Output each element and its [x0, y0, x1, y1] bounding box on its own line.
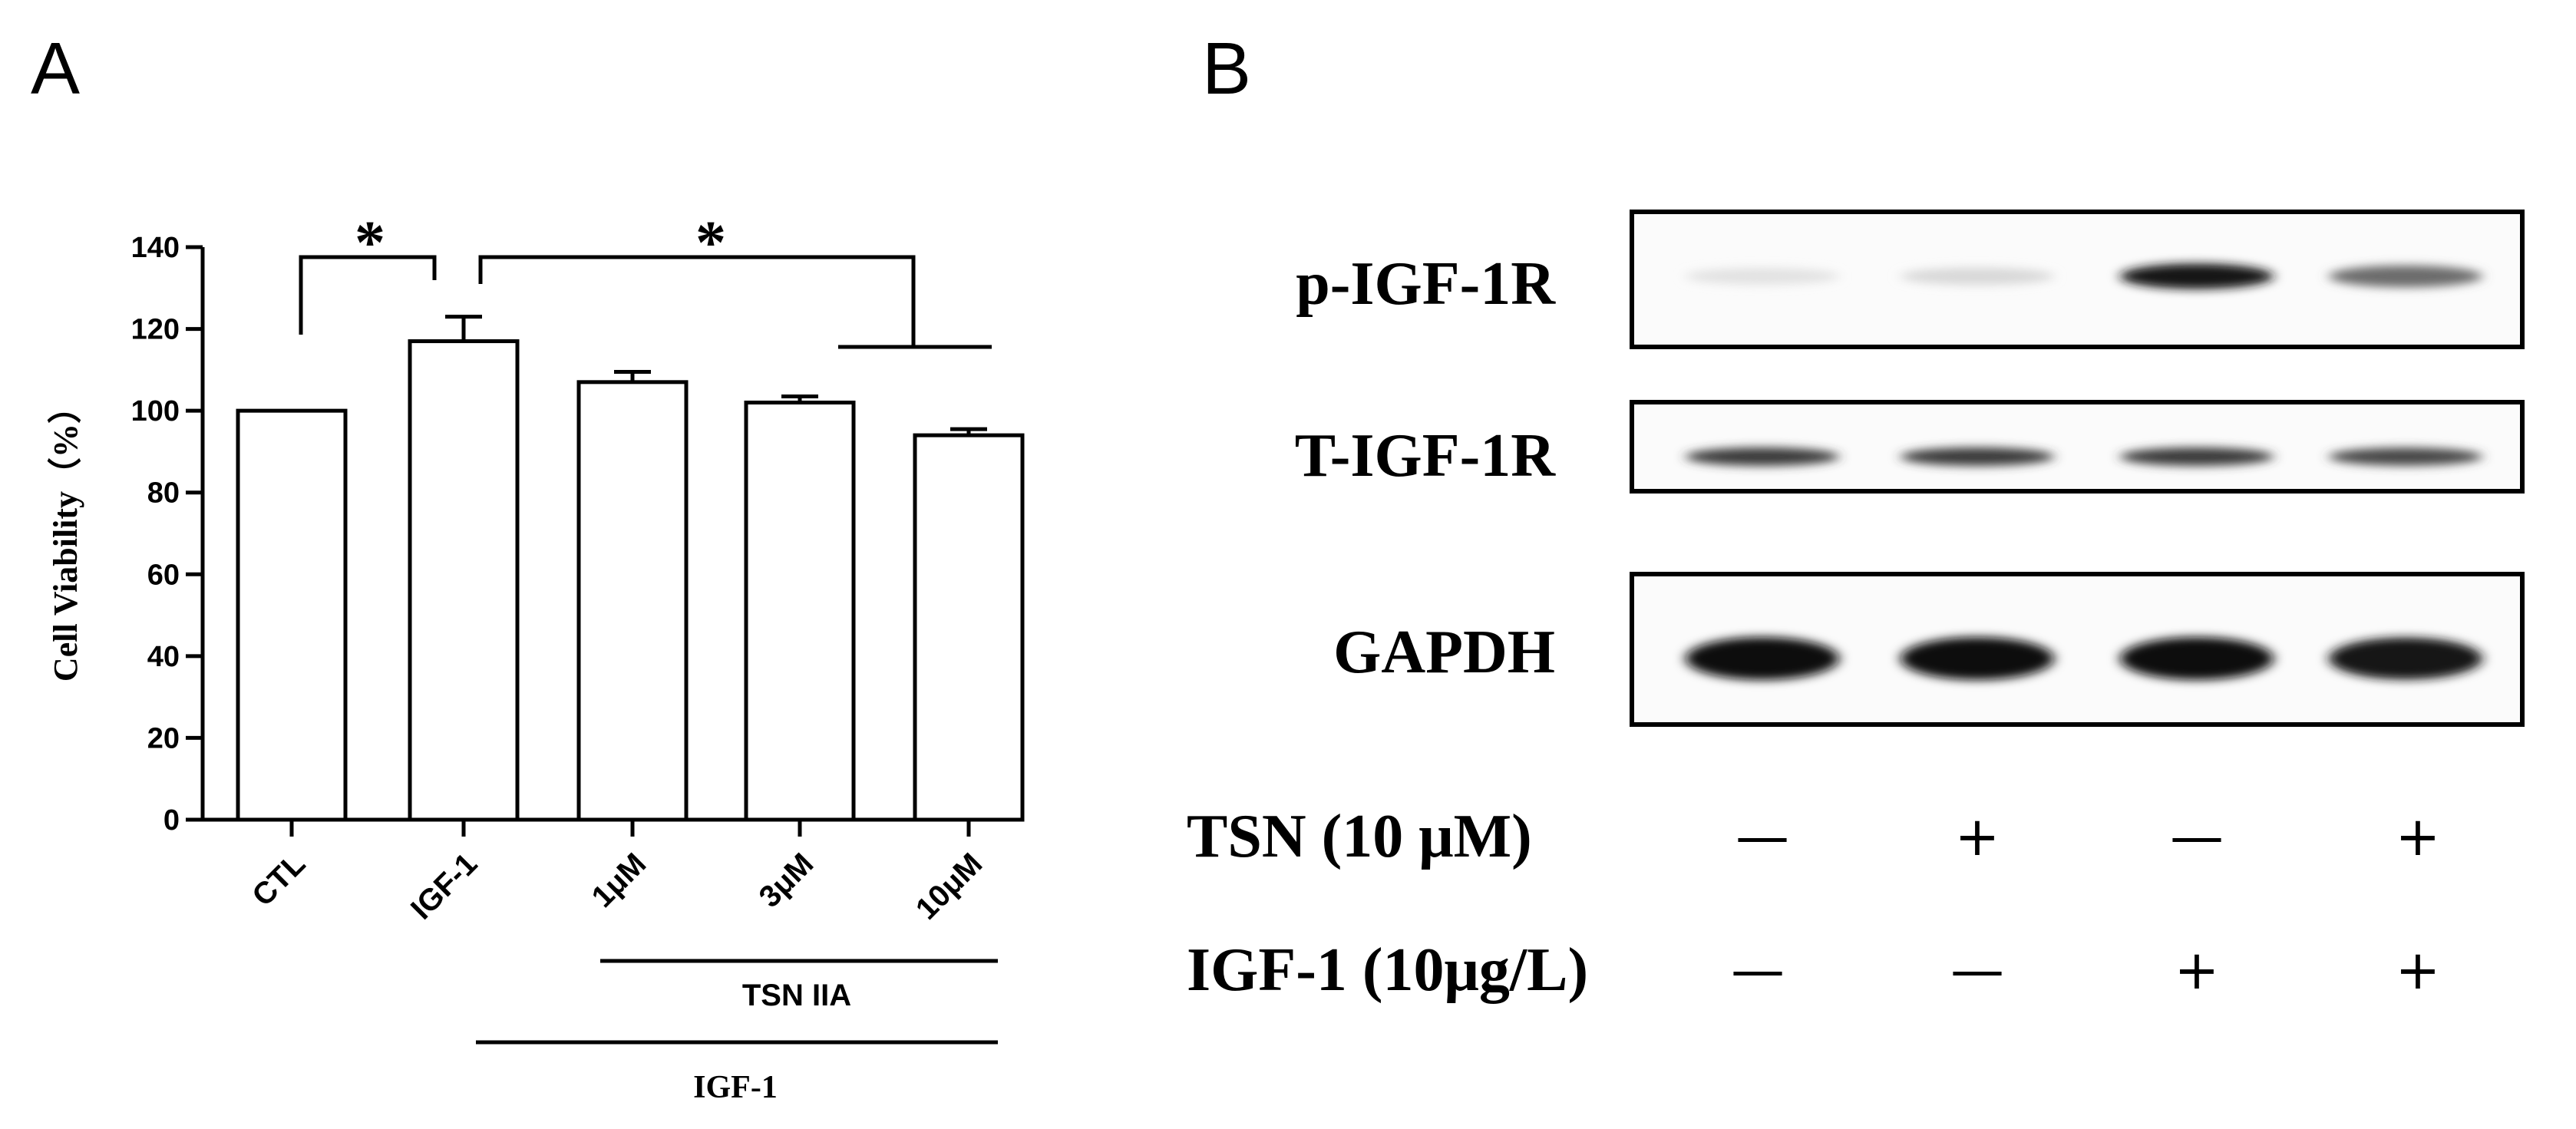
tsn-group-label: TSN IIA	[742, 979, 851, 1012]
significance-brackets: * *	[299, 210, 992, 349]
panel-b-letter: B	[1202, 28, 1251, 110]
treatment-sign: +	[1955, 805, 2000, 868]
treatment-sign: +	[2396, 805, 2441, 868]
blot-band	[2120, 637, 2274, 680]
treatment-label: IGF-1 (10μg/L)	[1187, 936, 1588, 1004]
blot-row-label: p-IGF-1R	[1296, 250, 1556, 318]
x-category-label: IGF-1	[405, 847, 484, 926]
blot-row: GAPDH	[1333, 572, 2525, 727]
blot-band	[2120, 263, 2274, 289]
y-tick-label: 40	[147, 641, 180, 673]
bar	[913, 433, 1025, 822]
blot-frame	[1630, 400, 2525, 494]
blot-band	[1901, 447, 2054, 466]
y-tick-label: 120	[131, 314, 180, 346]
blot-row-label: T-IGF-1R	[1295, 422, 1557, 490]
blot-band	[1686, 637, 1839, 680]
y-tick-label: 140	[131, 232, 180, 264]
bar	[236, 408, 348, 822]
bar	[744, 400, 856, 822]
blot-row-label: GAPDH	[1333, 619, 1555, 686]
treatment-label: TSN (10 μM)	[1187, 803, 1532, 870]
blot-band	[2329, 265, 2482, 288]
blot-band	[1686, 267, 1839, 286]
x-category-labels: CTL IGF-1 1μM 3μM 10μM	[246, 820, 989, 926]
treatment-sign: —	[1950, 939, 2004, 1002]
blot-band	[2120, 447, 2274, 466]
treatment-table: TSN (10 μM) — + — + IGF-1 (10μg/L) — — + +	[1187, 803, 2440, 1004]
western-blot: p-IGF-1R T-IGF-1R GAPDH	[1295, 210, 2525, 727]
x-category-label: 10μM	[910, 847, 989, 926]
igf-group-label: IGF-1	[693, 1070, 778, 1105]
bar	[408, 339, 520, 822]
blot-band	[1901, 267, 2054, 286]
panel-a-letter: A	[31, 28, 80, 110]
treatment-sign: +	[2396, 939, 2441, 1002]
y-tick-label: 80	[147, 477, 180, 510]
blot-row: T-IGF-1R	[1295, 400, 2525, 494]
error-bars	[445, 315, 987, 436]
treatment-sign: —	[2170, 805, 2224, 868]
bar	[576, 380, 689, 822]
significance-star-1: *	[355, 210, 385, 277]
y-axis-label: Cell Viability（%）	[47, 390, 84, 682]
x-category-label: CTL	[246, 847, 312, 913]
blot-band	[2329, 637, 2482, 680]
y-ticks: 0 20 40 60 80 100 120 140	[131, 232, 203, 837]
significance-star-2: *	[695, 210, 726, 277]
blot-band	[1686, 447, 1839, 466]
treatment-sign: —	[1735, 805, 1789, 868]
bracket-igf1-tsn	[478, 255, 916, 347]
treatment-sign: —	[1731, 939, 1785, 1002]
x-category-label: 3μM	[753, 847, 821, 914]
blot-band	[2329, 447, 2482, 466]
bracket-ctl-igf1	[299, 255, 437, 335]
x-category-label: 1μM	[586, 847, 653, 914]
y-tick-label: 0	[163, 804, 180, 837]
bars	[236, 339, 1025, 822]
blot-band	[1901, 637, 2054, 680]
y-tick-label: 100	[131, 395, 180, 428]
treatment-sign: +	[2175, 939, 2220, 1002]
blot-row: p-IGF-1R	[1296, 210, 2525, 349]
y-tick-label: 60	[147, 559, 180, 591]
bar-chart: Cell Viability（%） 0 20 40 60 80 100 120 140 CTL…	[47, 210, 1025, 1105]
y-tick-label: 20	[147, 722, 180, 754]
